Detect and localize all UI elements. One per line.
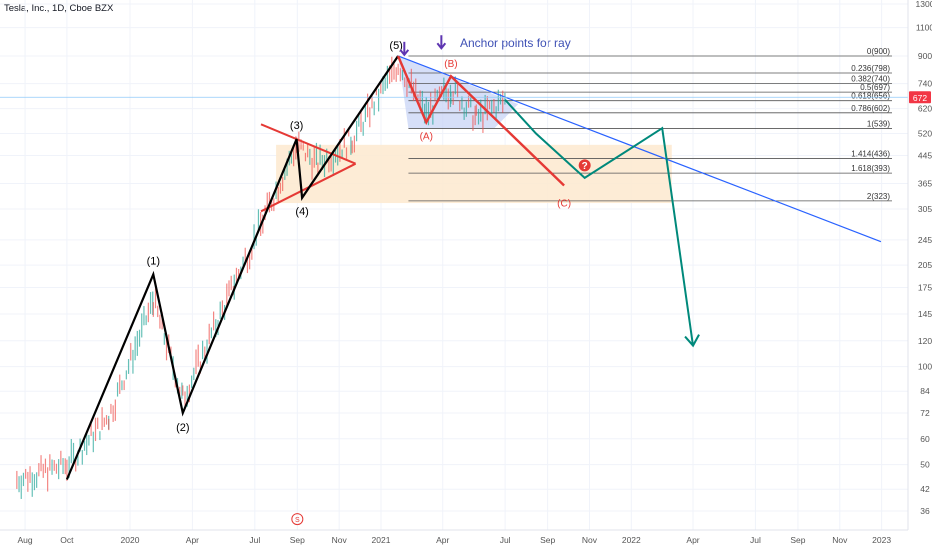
impulse-wave-label: (2) — [176, 422, 189, 434]
price-candles — [16, 56, 506, 499]
last-price-label: 672 — [913, 93, 927, 103]
price-tick-label: 445 — [918, 151, 932, 161]
price-tick-label: 365 — [918, 179, 932, 189]
time-tick-label: Sep — [790, 535, 805, 545]
projection-arrowhead — [684, 334, 700, 348]
impulse-wave-label: (4) — [295, 206, 308, 218]
fib-level-label: 0(900) — [867, 47, 890, 56]
last-price-tag — [909, 91, 931, 104]
correction-wave-line — [396, 55, 565, 187]
impulse-wave-label: (3) — [290, 120, 303, 132]
time-tick-label: 2020 — [121, 535, 140, 545]
down-arrow-head — [436, 42, 447, 50]
event-marker-text: S — [295, 517, 300, 524]
time-tick-label: Apr — [686, 535, 699, 545]
price-tick-label: 175 — [918, 282, 932, 292]
price-axis: 1300 1100 900 740 620 520 445 365 305 245 205 175 14… — [907, 0, 932, 530]
time-tick-label: Nov — [832, 535, 848, 545]
question-marker-icon — [578, 159, 591, 172]
price-tick-label: 305 — [918, 204, 932, 214]
fib-level-label: 0.236(798) — [851, 64, 890, 73]
fib-level-label: 0.618(656) — [851, 92, 890, 101]
price-tick-label: 42 — [920, 484, 930, 494]
time-tick-label: 2021 — [372, 535, 391, 545]
time-tick-label: Apr — [436, 535, 449, 545]
price-tick-label: 72 — [920, 408, 930, 418]
fib-level-label: 1(539) — [867, 119, 890, 128]
price-tick-label: 900 — [918, 51, 932, 61]
price-tick-label: 620 — [918, 104, 932, 114]
time-tick-label: Jul — [500, 535, 511, 545]
correction-wave-label: (C) — [557, 199, 571, 210]
fib-level-label: 1.618(393) — [851, 164, 890, 173]
price-tick-label: 740 — [918, 79, 932, 89]
price-tick-label: 50 — [920, 460, 930, 470]
event-marker-icon — [291, 513, 304, 526]
down-arrow-head — [399, 49, 410, 57]
time-tick-label: Oct — [60, 535, 74, 545]
price-tick-label: 520 — [918, 129, 932, 139]
time-tick-label: Sep — [290, 535, 305, 545]
triangle-upper-line — [260, 123, 356, 165]
time-tick-label: 2022 — [622, 535, 641, 545]
time-tick-label: Nov — [582, 535, 598, 545]
impulse-wave-label: (1) — [147, 255, 160, 267]
fib-level-label: 0.786(602) — [851, 104, 890, 113]
time-tick-label: Jul — [750, 535, 761, 545]
price-tick-label: 120 — [918, 336, 932, 346]
impulse-wave-line — [65, 55, 400, 480]
time-tick-label: Aug — [18, 535, 33, 545]
fib-level-label: 0.382(740) — [851, 75, 890, 84]
price-tick-label: 1300 — [916, 0, 932, 9]
time-tick-label: Apr — [186, 535, 199, 545]
time-tick-label: Sep — [540, 535, 555, 545]
price-tick-label: 60 — [920, 434, 930, 444]
fib-level-label: 2(323) — [867, 192, 890, 201]
fib-level-label: 0.5(697) — [860, 83, 890, 92]
chart-symbol-title: Tesla, Inc., 1D, Cboe BZX — [4, 3, 114, 14]
time-tick-label: Nov — [332, 535, 348, 545]
price-tick-label: 100 — [918, 362, 932, 372]
time-axis: Aug Oct 2020 Apr Jul Sep Nov 2021 Apr Jul Sep Nov 20… — [0, 529, 908, 545]
price-tick-label: 1100 — [916, 23, 932, 33]
correction-wave-label: (B) — [444, 59, 457, 70]
price-tick-label: 84 — [920, 386, 930, 396]
time-tick-label: Jul — [249, 535, 260, 545]
impulse-wave-label: (5) — [389, 40, 402, 52]
price-tick-label: 36 — [920, 506, 930, 516]
price-tick-label: 245 — [918, 235, 932, 245]
fib-level-label: 1.414(436) — [851, 149, 890, 158]
anchor-annotation: Anchor points for ray — [460, 36, 571, 50]
grid-lines — [0, 0, 908, 530]
question-marker-text: ? — [582, 161, 588, 172]
price-tick-label: 145 — [918, 309, 932, 319]
time-tick-label: 2023 — [872, 535, 891, 545]
price-tick-label: 205 — [918, 260, 932, 270]
projection-path-line — [504, 99, 694, 346]
correction-wave-label: (A) — [420, 131, 433, 142]
trend-ray — [397, 55, 882, 243]
